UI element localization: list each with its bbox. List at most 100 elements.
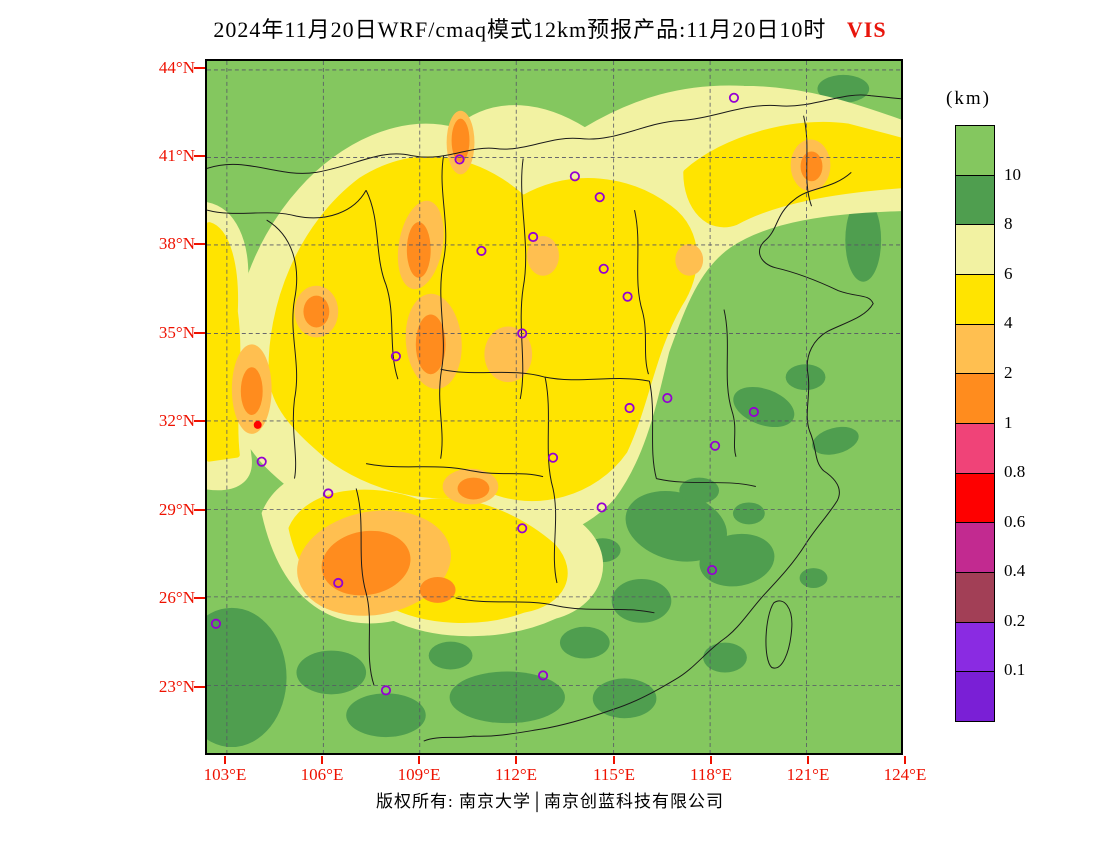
- colorbar-segment-green: [956, 175, 994, 226]
- province-boundary: [519, 158, 527, 400]
- colorbar-tick-label: 0.4: [1004, 561, 1026, 581]
- lat-axis-label: 35°N: [158, 323, 195, 342]
- chart-title-text: 2024年11月20日WRF/cmaq模式12km预报产品:11月20日10时: [213, 17, 827, 42]
- colorbar-tick-label: 0.6: [1004, 511, 1026, 531]
- colorbar-tick-label: 0.2: [1004, 610, 1026, 630]
- vis-field-blob-orange: [457, 477, 490, 500]
- colorbar-segment-rose: [956, 424, 994, 474]
- colorbar-unit: (km): [946, 88, 991, 109]
- province-boundary: [365, 190, 399, 380]
- vis-field-blob-green: [611, 579, 672, 623]
- lon-axis-label: 124°E: [883, 765, 927, 784]
- vis-field-blob-yellow: [268, 156, 698, 502]
- lat-axis-label: 23°N: [158, 677, 195, 696]
- lon-tick: [515, 756, 517, 764]
- city-marker: [517, 523, 528, 534]
- city-marker: [256, 456, 267, 467]
- vis-field-blob-green: [817, 74, 870, 103]
- colorbar-tick-label: 8: [1004, 214, 1013, 234]
- vis-field-blob-green: [346, 693, 426, 738]
- chart-title-vis: VIS: [846, 17, 887, 42]
- province-boundary: [266, 219, 298, 479]
- vis-field-blob-green: [812, 426, 859, 455]
- city-marker: [596, 502, 607, 513]
- lat-tick: [194, 332, 205, 334]
- lat-tick: [194, 420, 205, 422]
- city-marker: [624, 402, 635, 414]
- lon-tick: [904, 756, 906, 764]
- vis-field-blob-orange: [240, 367, 263, 415]
- lon-tick: [807, 756, 809, 764]
- city-marker: [598, 263, 609, 274]
- colorbar: [955, 125, 995, 722]
- vis-field-blob-green: [559, 626, 610, 659]
- province-boundary: [634, 210, 649, 375]
- vis-field-blob-orange: [321, 530, 411, 596]
- province-boundary: [723, 309, 737, 457]
- colorbar-segment-violet: [956, 672, 994, 722]
- colorbar-tick-label: 10: [1004, 164, 1021, 184]
- lon-tick: [418, 756, 420, 764]
- lon-axis-label: 103°E: [203, 765, 247, 784]
- vis-field-blob-green: [785, 364, 826, 391]
- vis-field-blob-green: [679, 477, 720, 504]
- vis-field-blob-yellow: [207, 222, 241, 462]
- station-dot-red: [253, 420, 262, 429]
- vis-field-blob-orange: [406, 222, 431, 278]
- vis-field-blob-green: [733, 386, 795, 428]
- lon-tick: [710, 756, 712, 764]
- colorbar-segment-orange: [956, 374, 994, 425]
- colorbar-tick-label: 0.1: [1004, 660, 1026, 680]
- city-marker: [594, 192, 605, 203]
- city-marker: [710, 440, 721, 451]
- city-marker: [537, 670, 549, 681]
- lat-axis-label: 32°N: [158, 411, 195, 430]
- city-marker: [748, 406, 759, 418]
- colorbar-segment-maroon: [956, 573, 994, 623]
- city-marker: [662, 392, 673, 404]
- city-marker: [517, 328, 528, 339]
- province-boundary: [207, 190, 367, 219]
- colorbar-tick-label: 0.8: [1004, 462, 1026, 482]
- colorbar-segment-lightGreen: [956, 126, 994, 176]
- lon-axis-label: 109°E: [397, 765, 441, 784]
- map-plot-area: [205, 59, 903, 755]
- province-boundary: [207, 94, 901, 174]
- city-marker: [390, 351, 401, 362]
- province-boundary: [544, 377, 558, 584]
- vis-field-blob-green: [799, 568, 828, 588]
- lat-tick: [194, 67, 205, 69]
- colorbar-segment-red: [956, 473, 994, 524]
- copyright-text: 版权所有: 南京大学│南京创蓝科技有限公司: [375, 792, 725, 811]
- city-marker: [476, 245, 487, 256]
- vis-field-blob-amber: [675, 243, 704, 276]
- province-boundary: [648, 381, 657, 479]
- colorbar-tick-label: 2: [1004, 362, 1013, 382]
- vis-field-blob-amber: [527, 235, 559, 276]
- colorbar-tick-label: 4: [1004, 313, 1013, 333]
- lat-tick: [194, 155, 205, 157]
- vis-field-blob-green: [428, 641, 473, 670]
- lon-axis-label: 112°E: [494, 765, 538, 784]
- chart-title: 2024年11月20日WRF/cmaq模式12km预报产品:11月20日10时 …: [0, 12, 1100, 44]
- city-marker: [569, 171, 580, 182]
- lat-tick: [194, 509, 205, 511]
- lat-axis-label: 26°N: [158, 588, 195, 607]
- city-marker: [323, 488, 334, 499]
- province-boundary: [365, 463, 544, 478]
- lon-tick: [224, 756, 226, 764]
- city-marker: [333, 577, 344, 589]
- colorbar-tick-label: 6: [1004, 263, 1013, 283]
- colorbar-segment-purple: [956, 622, 994, 673]
- vis-field-blob-orange: [419, 577, 456, 603]
- colorbar-segment-paleYellow: [956, 225, 994, 276]
- lat-tick: [194, 243, 205, 245]
- lat-axis-label: 41°N: [158, 146, 195, 165]
- city-marker: [454, 154, 465, 165]
- province-boundary: [439, 155, 447, 459]
- colorbar-segment-yellow: [956, 275, 994, 325]
- city-marker: [210, 618, 222, 629]
- lat-tick: [194, 597, 205, 599]
- vis-field-blob-green: [296, 650, 367, 695]
